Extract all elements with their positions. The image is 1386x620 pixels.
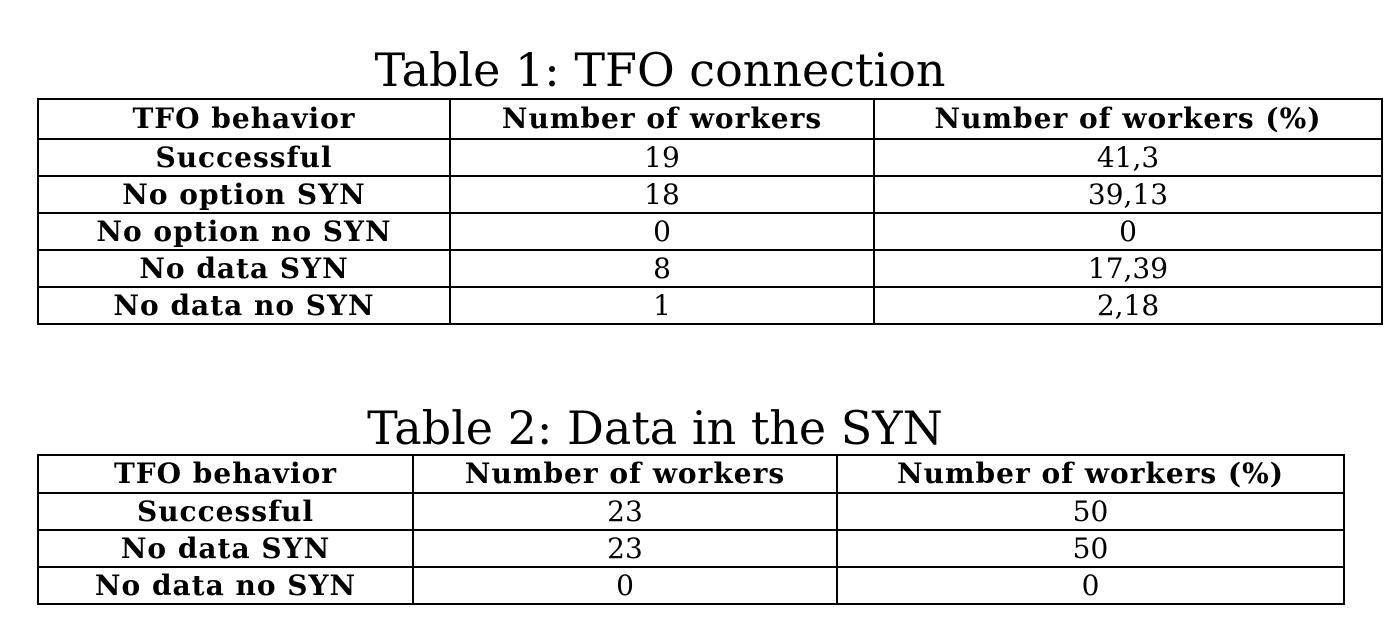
data-in-syn-table: TFO behavior Number of workers Number of…	[37, 454, 1345, 605]
behavior-cell: No data no SYN	[37, 566, 414, 605]
behavior-cell: No data SYN	[37, 249, 451, 288]
percent-cell: 17,39	[873, 249, 1383, 288]
percent-cell: 39,13	[873, 175, 1383, 214]
table-row: Successful 23 50	[37, 492, 1345, 531]
percent-cell: 0	[836, 566, 1345, 605]
workers-cell: 1	[449, 286, 875, 325]
percent-cell: 41,3	[873, 138, 1383, 177]
behavior-cell: Successful	[37, 492, 414, 531]
table-row: No data SYN 8 17,39	[37, 249, 1383, 288]
table-header-row: TFO behavior Number of workers Number of…	[37, 454, 1345, 494]
table-row: No data no SYN 0 0	[37, 566, 1345, 605]
percent-cell: 0	[873, 212, 1383, 251]
table-row: No option SYN 18 39,13	[37, 175, 1383, 214]
column-header-number-of-workers-percent: Number of workers (%)	[836, 454, 1345, 494]
table-row: No data no SYN 1 2,18	[37, 286, 1383, 325]
behavior-cell: No data SYN	[37, 529, 414, 568]
workers-cell: 8	[449, 249, 875, 288]
column-header-tfo-behavior: TFO behavior	[37, 98, 451, 140]
percent-cell: 50	[836, 529, 1345, 568]
table-row: No option no SYN 0 0	[37, 212, 1383, 251]
column-header-number-of-workers-percent: Number of workers (%)	[873, 98, 1383, 140]
workers-cell: 19	[449, 138, 875, 177]
behavior-cell: No option no SYN	[37, 212, 451, 251]
table-2-caption: Table 2: Data in the SYN	[367, 401, 943, 455]
workers-cell: 0	[412, 566, 838, 605]
workers-cell: 23	[412, 492, 838, 531]
workers-cell: 23	[412, 529, 838, 568]
column-header-tfo-behavior: TFO behavior	[37, 454, 414, 494]
table-header-row: TFO behavior Number of workers Number of…	[37, 98, 1383, 140]
percent-cell: 50	[836, 492, 1345, 531]
percent-cell: 2,18	[873, 286, 1383, 325]
table-1-caption: Table 1: TFO connection	[374, 43, 946, 97]
table-row: No data SYN 23 50	[37, 529, 1345, 568]
column-header-number-of-workers: Number of workers	[449, 98, 875, 140]
behavior-cell: Successful	[37, 138, 451, 177]
table-row: Successful 19 41,3	[37, 138, 1383, 177]
tfo-connection-table: TFO behavior Number of workers Number of…	[37, 98, 1383, 325]
behavior-cell: No data no SYN	[37, 286, 451, 325]
workers-cell: 0	[449, 212, 875, 251]
behavior-cell: No option SYN	[37, 175, 451, 214]
column-header-number-of-workers: Number of workers	[412, 454, 838, 494]
workers-cell: 18	[449, 175, 875, 214]
